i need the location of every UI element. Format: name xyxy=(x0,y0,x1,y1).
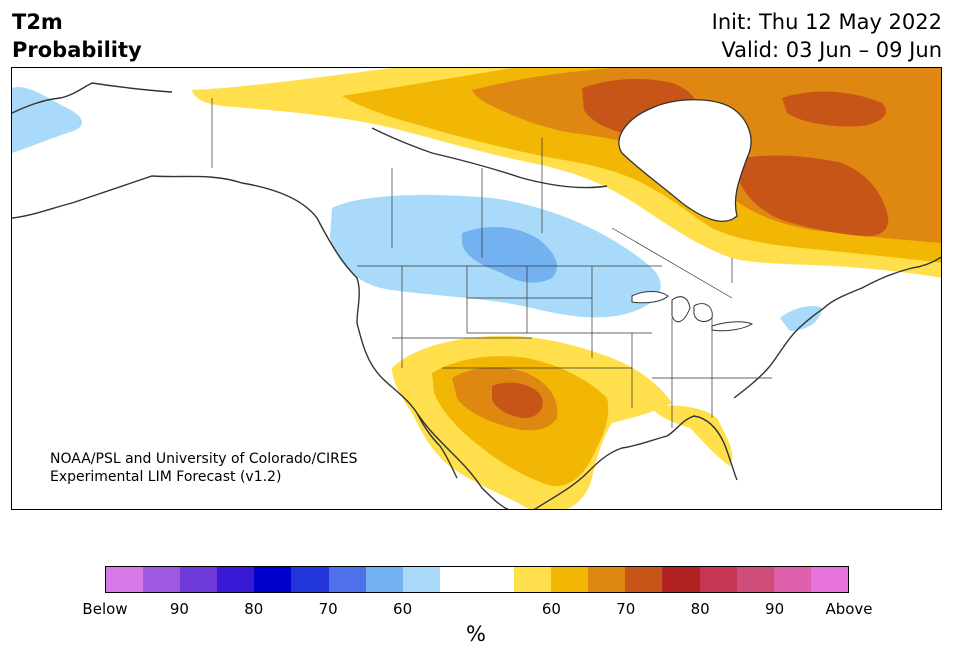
colorbar-segment xyxy=(514,567,552,592)
great-lakes xyxy=(631,291,754,332)
colorbar-segment xyxy=(810,567,848,592)
above-75-region-quebec xyxy=(740,155,889,237)
credit-text: NOAA/PSL and University of Colorado/CIRE… xyxy=(50,450,358,486)
above-75-region-texas xyxy=(492,382,543,418)
map-canvas xyxy=(12,68,941,509)
colorbar-tick-label: 70 xyxy=(318,600,338,618)
colorbar-segment xyxy=(625,567,663,592)
colorbar-segment xyxy=(254,567,292,592)
colorbar-segment xyxy=(662,567,700,592)
title-variable: T2m xyxy=(12,10,63,34)
colorbar-segment xyxy=(736,567,774,592)
colorbar-segment xyxy=(773,567,811,592)
map-title: T2m Probability xyxy=(12,8,142,64)
colorbar-segment xyxy=(699,567,737,592)
colorbar-segment xyxy=(588,567,626,592)
state-borders xyxy=(211,98,772,428)
hudson-bay xyxy=(618,99,752,222)
colorbar-segment xyxy=(439,567,477,592)
colorbar-tick-label: 70 xyxy=(616,600,636,618)
forecast-map: NOAA/PSL and University of Colorado/CIRE… xyxy=(11,67,942,510)
colorbar-tick-label: Above xyxy=(825,600,873,618)
colorbar-segment xyxy=(365,567,403,592)
forecast-dates: Init: Thu 12 May 2022 Valid: 03 Jun – 09… xyxy=(712,8,942,64)
colorbar-tick-label: 60 xyxy=(541,600,561,618)
colorbar-segment xyxy=(217,567,255,592)
colorbar-tick-label: 80 xyxy=(690,600,710,618)
colorbar-segment xyxy=(106,567,144,592)
coastlines xyxy=(12,82,941,509)
valid-date: Valid: 03 Jun – 09 Jun xyxy=(721,38,942,62)
colorbar-segment xyxy=(180,567,218,592)
colorbar-tick-label: 60 xyxy=(393,600,413,618)
title-quantity: Probability xyxy=(12,38,142,62)
colorbar-tick-label: 90 xyxy=(765,600,785,618)
probability-colorbar xyxy=(105,566,849,593)
colorbar-segment xyxy=(551,567,589,592)
colorbar-segment xyxy=(143,567,181,592)
credit-line-1: NOAA/PSL and University of Colorado/CIRE… xyxy=(50,451,358,467)
below-60-region-newengland xyxy=(780,306,822,331)
below-60-region-alaska xyxy=(12,87,82,153)
above-75-region-arctic xyxy=(782,91,886,127)
colorbar-segment xyxy=(402,567,440,592)
below-70-region-plains xyxy=(462,226,557,283)
colorbar-tick-label: 90 xyxy=(169,600,189,618)
credit-line-2: Experimental LIM Forecast (v1.2) xyxy=(50,469,282,485)
colorbar-tick-label: 80 xyxy=(244,600,264,618)
colorbar-tick-label: Below xyxy=(82,600,128,618)
colorbar-unit: % xyxy=(466,622,486,646)
init-date: Init: Thu 12 May 2022 xyxy=(711,10,942,34)
colorbar-segment xyxy=(291,567,329,592)
colorbar-segment xyxy=(476,567,515,592)
colorbar-segment xyxy=(328,567,366,592)
